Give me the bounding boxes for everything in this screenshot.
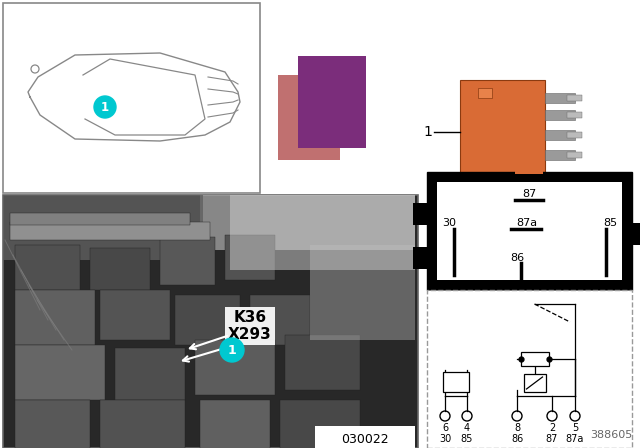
Bar	[427, 172, 632, 290]
Bar	[3, 195, 418, 448]
Bar	[100, 400, 185, 448]
Text: 87a: 87a	[516, 218, 538, 228]
Bar	[10, 222, 210, 240]
Text: 85: 85	[461, 434, 473, 444]
Bar	[567, 132, 582, 138]
Bar	[15, 345, 105, 400]
Text: 87: 87	[522, 189, 536, 199]
Bar	[115, 348, 185, 400]
Text: K36
X293: K36 X293	[228, 310, 272, 342]
Text: 86: 86	[510, 253, 524, 263]
Bar	[478, 88, 492, 98]
Text: 87a: 87a	[566, 434, 584, 444]
Bar	[200, 400, 270, 448]
Bar	[10, 213, 190, 225]
Bar	[278, 75, 340, 160]
Bar	[545, 150, 575, 160]
Bar	[225, 235, 275, 280]
Text: 388605: 388605	[589, 430, 632, 440]
Bar	[437, 182, 622, 280]
Bar	[298, 56, 366, 148]
Bar	[310, 245, 415, 340]
Bar	[413, 203, 429, 225]
Bar	[443, 372, 469, 392]
Bar	[90, 248, 150, 290]
Bar	[520, 352, 548, 366]
Text: 1: 1	[423, 125, 432, 139]
Text: 87: 87	[546, 434, 558, 444]
Bar	[427, 290, 632, 448]
Text: 030022: 030022	[341, 432, 389, 445]
Circle shape	[220, 338, 244, 362]
Text: 4: 4	[464, 423, 470, 433]
Bar	[567, 112, 582, 118]
Bar	[285, 335, 360, 390]
Text: 5: 5	[572, 423, 578, 433]
Text: 30: 30	[439, 434, 451, 444]
Bar	[200, 195, 415, 250]
Text: 30: 30	[442, 218, 456, 228]
Bar	[175, 295, 240, 345]
Bar	[567, 152, 582, 158]
Bar	[15, 400, 90, 448]
Bar	[524, 374, 545, 392]
Text: 86: 86	[511, 434, 523, 444]
Bar	[15, 290, 95, 345]
Text: 8: 8	[514, 423, 520, 433]
Bar	[15, 245, 80, 290]
Bar	[545, 130, 575, 140]
Bar	[160, 237, 215, 285]
Text: 1: 1	[101, 100, 109, 113]
Bar	[3, 195, 203, 260]
Bar	[460, 80, 545, 175]
Bar	[230, 195, 415, 270]
Bar	[630, 223, 640, 245]
Text: 6: 6	[442, 423, 448, 433]
Bar	[315, 426, 415, 448]
Bar	[515, 166, 543, 174]
Bar	[100, 290, 170, 340]
Bar	[195, 340, 275, 395]
Bar	[250, 295, 310, 345]
Bar	[545, 93, 575, 103]
Bar	[3, 3, 260, 193]
Bar	[545, 110, 575, 120]
Text: 1: 1	[228, 344, 236, 357]
Text: 2: 2	[549, 423, 555, 433]
Text: 85: 85	[603, 218, 617, 228]
Bar	[280, 400, 360, 448]
Bar	[567, 95, 582, 101]
Bar	[413, 247, 429, 269]
Circle shape	[94, 96, 116, 118]
